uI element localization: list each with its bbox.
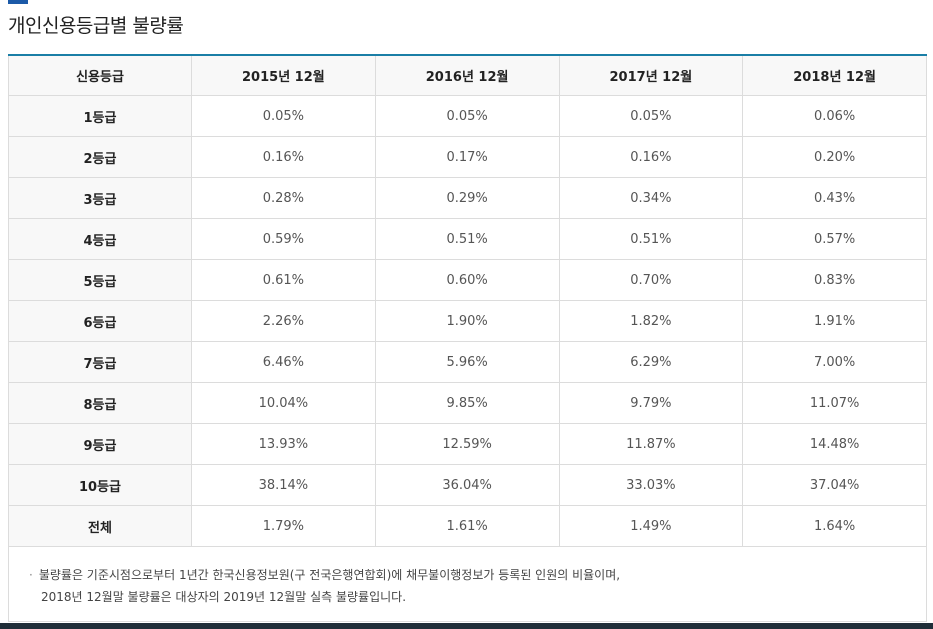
grade-label: 7등급	[8, 341, 192, 383]
rate-cell: 0.70%	[558, 259, 744, 301]
rate-cell: 0.57%	[742, 218, 927, 260]
page-title: 개인신용등급별 불량률	[8, 15, 184, 37]
rate-cell: 11.07%	[742, 382, 927, 424]
table-header-row: 신용등급 2015년 12월 2016년 12월 2017년 12월 2018년…	[8, 54, 927, 96]
rate-cell: 0.16%	[191, 136, 376, 178]
rate-cell: 0.34%	[558, 177, 744, 219]
rate-cell: 0.43%	[742, 177, 927, 219]
rate-cell: 10.04%	[191, 382, 376, 424]
footnote-line-1: · 불량률은 기준시점으로부터 1년간 한국신용정보원(구 전국은행연합회)에 채…	[29, 566, 620, 583]
rate-cell: 1.64%	[742, 505, 927, 547]
rate-cell: 5.96%	[374, 341, 560, 383]
rate-cell: 9.79%	[558, 382, 744, 424]
grade-label: 4등급	[8, 218, 192, 260]
page-footer-bar	[0, 623, 933, 629]
column-header-2018: 2018년 12월	[742, 54, 927, 96]
bullet-icon: ·	[29, 568, 33, 582]
rate-cell: 38.14%	[191, 464, 376, 506]
column-header-2016: 2016년 12월	[374, 54, 560, 96]
footnote-box: · 불량률은 기준시점으로부터 1년간 한국신용정보원(구 전국은행연합회)에 채…	[8, 546, 927, 622]
table-row: 9등급 13.93% 12.59% 11.87% 14.48%	[8, 423, 927, 465]
rate-cell: 1.90%	[374, 300, 560, 342]
rate-cell: 0.59%	[191, 218, 376, 260]
table-row: 3등급 0.28% 0.29% 0.34% 0.43%	[8, 177, 927, 219]
rate-cell: 37.04%	[742, 464, 927, 506]
rate-cell: 0.16%	[558, 136, 744, 178]
grade-label: 9등급	[8, 423, 192, 465]
grade-label: 전체	[8, 505, 192, 547]
rate-cell: 1.82%	[558, 300, 744, 342]
rate-cell: 6.46%	[191, 341, 376, 383]
grade-label: 8등급	[8, 382, 192, 424]
rate-cell: 12.59%	[374, 423, 560, 465]
rate-cell: 0.83%	[742, 259, 927, 301]
title-accent-bar	[8, 0, 28, 4]
column-header-2015: 2015년 12월	[191, 54, 376, 96]
table-row: 5등급 0.61% 0.60% 0.70% 0.83%	[8, 259, 927, 301]
table-row: 10등급 38.14% 36.04% 33.03% 37.04%	[8, 464, 927, 506]
rate-cell: 13.93%	[191, 423, 376, 465]
rate-cell: 1.61%	[374, 505, 560, 547]
column-header-2017: 2017년 12월	[558, 54, 744, 96]
column-header-grade: 신용등급	[8, 54, 192, 96]
rate-cell: 2.26%	[191, 300, 376, 342]
rate-cell: 1.79%	[191, 505, 376, 547]
table-row: 8등급 10.04% 9.85% 9.79% 11.07%	[8, 382, 927, 424]
rate-cell: 36.04%	[374, 464, 560, 506]
rate-cell: 0.51%	[374, 218, 560, 260]
table-row: 1등급 0.05% 0.05% 0.05% 0.06%	[8, 95, 927, 137]
grade-label: 2등급	[8, 136, 192, 178]
rate-cell: 0.05%	[374, 95, 560, 137]
grade-label: 6등급	[8, 300, 192, 342]
rate-cell: 14.48%	[742, 423, 927, 465]
rate-cell: 11.87%	[558, 423, 744, 465]
rate-cell: 0.28%	[191, 177, 376, 219]
default-rate-table-container: 신용등급 2015년 12월 2016년 12월 2017년 12월 2018년…	[8, 54, 927, 547]
grade-label: 1등급	[8, 95, 192, 137]
rate-cell: 0.51%	[558, 218, 744, 260]
rate-cell: 1.91%	[742, 300, 927, 342]
rate-cell: 0.20%	[742, 136, 927, 178]
rate-cell: 33.03%	[558, 464, 744, 506]
grade-label: 3등급	[8, 177, 192, 219]
rate-cell: 7.00%	[742, 341, 927, 383]
footnote-line-2: 2018년 12월말 불량률은 대상자의 2019년 12월말 실측 불량률입니…	[41, 590, 407, 604]
rate-cell: 0.05%	[191, 95, 376, 137]
table-row: 6등급 2.26% 1.90% 1.82% 1.91%	[8, 300, 927, 342]
rate-cell: 0.17%	[374, 136, 560, 178]
rate-cell: 0.61%	[191, 259, 376, 301]
rate-cell: 0.06%	[742, 95, 927, 137]
table-row: 7등급 6.46% 5.96% 6.29% 7.00%	[8, 341, 927, 383]
grade-label: 5등급	[8, 259, 192, 301]
grade-label: 10등급	[8, 464, 192, 506]
table-row: 2등급 0.16% 0.17% 0.16% 0.20%	[8, 136, 927, 178]
rate-cell: 0.29%	[374, 177, 560, 219]
rate-cell: 0.60%	[374, 259, 560, 301]
table-row-total: 전체 1.79% 1.61% 1.49% 1.64%	[8, 505, 927, 547]
table-row: 4등급 0.59% 0.51% 0.51% 0.57%	[8, 218, 927, 260]
rate-cell: 0.05%	[558, 95, 744, 137]
rate-cell: 1.49%	[558, 505, 744, 547]
rate-cell: 9.85%	[374, 382, 560, 424]
default-rate-table: 신용등급 2015년 12월 2016년 12월 2017년 12월 2018년…	[8, 54, 927, 547]
footnote-text-1: 불량률은 기준시점으로부터 1년간 한국신용정보원(구 전국은행연합회)에 채무…	[38, 568, 621, 582]
rate-cell: 6.29%	[558, 341, 744, 383]
